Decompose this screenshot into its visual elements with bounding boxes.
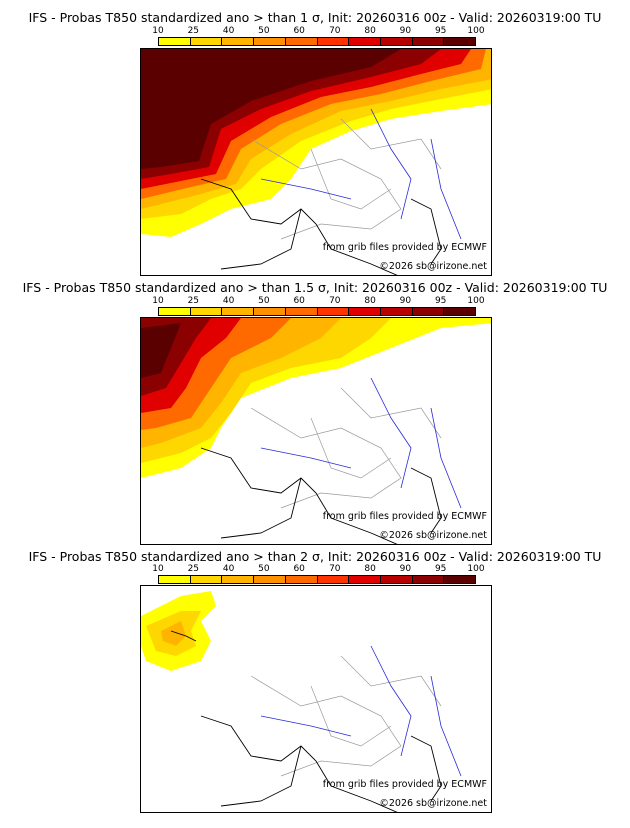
colorbar-label: 25 bbox=[187, 26, 200, 36]
colorbar-label: 100 bbox=[467, 26, 485, 36]
admin-borders bbox=[250, 387, 442, 509]
colorbar-swatch bbox=[317, 308, 350, 315]
colorbar-swatch bbox=[159, 38, 191, 45]
colorbar-swatches bbox=[158, 307, 476, 316]
colorbar-label: 10 bbox=[152, 296, 164, 306]
colorbar-swatch bbox=[285, 38, 318, 45]
colorbar-swatch bbox=[254, 576, 286, 583]
colorbar-label: 40 bbox=[222, 564, 235, 574]
credit-source: from grib files provided by ECMWF bbox=[322, 242, 487, 253]
colorbar-label: 80 bbox=[364, 296, 376, 306]
rivers bbox=[260, 108, 462, 240]
colorbar-swatch bbox=[190, 308, 223, 315]
colorbar-label: 60 bbox=[293, 564, 305, 574]
panel-2-map: from grib files provided by ECMWF ©2026 … bbox=[140, 317, 492, 545]
colorbar-label: 90 bbox=[399, 26, 412, 36]
prob-area-100 bbox=[141, 323, 181, 378]
colorbar-swatches bbox=[158, 575, 476, 584]
colorbar-label: 70 bbox=[329, 26, 341, 36]
rivers bbox=[260, 645, 462, 777]
probability-map bbox=[141, 49, 491, 275]
colorbar-swatch bbox=[190, 576, 223, 583]
admin-borders bbox=[250, 118, 442, 240]
colorbar-swatch bbox=[444, 308, 476, 315]
panel-1-title: IFS - Probas T850 standardized ano > tha… bbox=[28, 10, 602, 25]
colorbar-swatch bbox=[317, 576, 350, 583]
colorbar-label: 40 bbox=[222, 26, 235, 36]
colorbar-label: 80 bbox=[364, 564, 376, 574]
coastlines bbox=[200, 178, 442, 275]
colorbar-swatch bbox=[380, 38, 413, 45]
prob-area-40 bbox=[161, 621, 186, 646]
panel-2-colorbar: 10 25 40 50 60 70 80 90 95 100 bbox=[152, 296, 485, 317]
colorbar-swatch bbox=[317, 38, 350, 45]
colorbar-label: 70 bbox=[329, 564, 341, 574]
panel-1-colorbar: 10 25 40 50 60 70 80 90 95 100 bbox=[152, 26, 485, 47]
colorbar-label: 50 bbox=[258, 296, 270, 306]
colorbar-swatch bbox=[222, 308, 255, 315]
colorbar-swatch bbox=[412, 38, 445, 45]
colorbar-labels: 10 25 40 50 60 70 80 90 95 100 bbox=[152, 564, 484, 574]
probability-map bbox=[141, 591, 462, 812]
colorbar-swatch bbox=[285, 308, 318, 315]
colorbar-label: 60 bbox=[293, 296, 305, 306]
credit-source: from grib files provided by ECMWF bbox=[322, 511, 487, 522]
colorbar-label: 95 bbox=[434, 296, 447, 306]
coastlines bbox=[170, 630, 442, 812]
colorbar-swatch bbox=[254, 38, 286, 45]
prob-area-100 bbox=[141, 49, 401, 169]
colorbar-label: 60 bbox=[293, 26, 305, 36]
colorbar-swatch bbox=[159, 308, 191, 315]
colorbar-swatch bbox=[380, 576, 413, 583]
colorbar-label: 50 bbox=[258, 564, 270, 574]
colorbar-label: 95 bbox=[434, 26, 447, 36]
colorbar-swatch bbox=[349, 308, 381, 315]
probability-map bbox=[141, 318, 491, 544]
panel-1-map: from grib files provided by ECMWF ©2026 … bbox=[140, 48, 492, 276]
colorbar-label: 95 bbox=[434, 564, 447, 574]
colorbar-swatch bbox=[349, 576, 381, 583]
colorbar-swatch bbox=[349, 38, 381, 45]
colorbar-label: 10 bbox=[152, 26, 164, 36]
colorbar-label: 100 bbox=[467, 564, 485, 574]
colorbar-labels: 10 25 40 50 60 70 80 90 95 100 bbox=[152, 296, 484, 306]
credit-source: from grib files provided by ECMWF bbox=[322, 779, 487, 790]
rivers bbox=[260, 377, 462, 509]
colorbar-label: 50 bbox=[258, 26, 270, 36]
colorbar-label: 10 bbox=[152, 564, 164, 574]
panel-3-colorbar: 10 25 40 50 60 70 80 90 95 100 bbox=[152, 564, 485, 585]
admin-borders bbox=[250, 655, 442, 777]
colorbar-label: 40 bbox=[222, 296, 235, 306]
colorbar-swatch bbox=[222, 576, 255, 583]
panel-3-map: from grib files provided by ECMWF ©2026 … bbox=[140, 585, 492, 813]
panel-2-title: IFS - Probas T850 standardized ano > tha… bbox=[22, 280, 608, 295]
colorbar-labels: 10 25 40 50 60 70 80 90 95 100 bbox=[152, 26, 484, 36]
colorbar-label: 25 bbox=[187, 296, 200, 306]
colorbar-label: 25 bbox=[187, 564, 200, 574]
colorbar-swatch bbox=[159, 576, 191, 583]
colorbar-swatch bbox=[412, 308, 445, 315]
colorbar-swatch bbox=[380, 308, 413, 315]
colorbar-label: 100 bbox=[467, 296, 485, 306]
coastlines bbox=[200, 447, 442, 544]
colorbar-swatch bbox=[412, 576, 445, 583]
colorbar-label: 90 bbox=[399, 564, 412, 574]
credit-copyright: ©2026 sb@irizone.net bbox=[379, 798, 487, 809]
colorbar-swatch bbox=[444, 38, 476, 45]
credit-copyright: ©2026 sb@irizone.net bbox=[379, 261, 487, 272]
colorbar-swatch bbox=[285, 576, 318, 583]
panel-3-title: IFS - Probas T850 standardized ano > tha… bbox=[28, 549, 602, 564]
colorbar-swatch bbox=[254, 308, 286, 315]
credit-copyright: ©2026 sb@irizone.net bbox=[379, 530, 487, 541]
colorbar-label: 90 bbox=[399, 296, 412, 306]
colorbar-label: 70 bbox=[329, 296, 341, 306]
colorbar-swatches bbox=[158, 37, 476, 46]
colorbar-swatch bbox=[222, 38, 255, 45]
colorbar-label: 80 bbox=[364, 26, 376, 36]
colorbar-swatch bbox=[190, 38, 223, 45]
colorbar-swatch bbox=[444, 576, 476, 583]
